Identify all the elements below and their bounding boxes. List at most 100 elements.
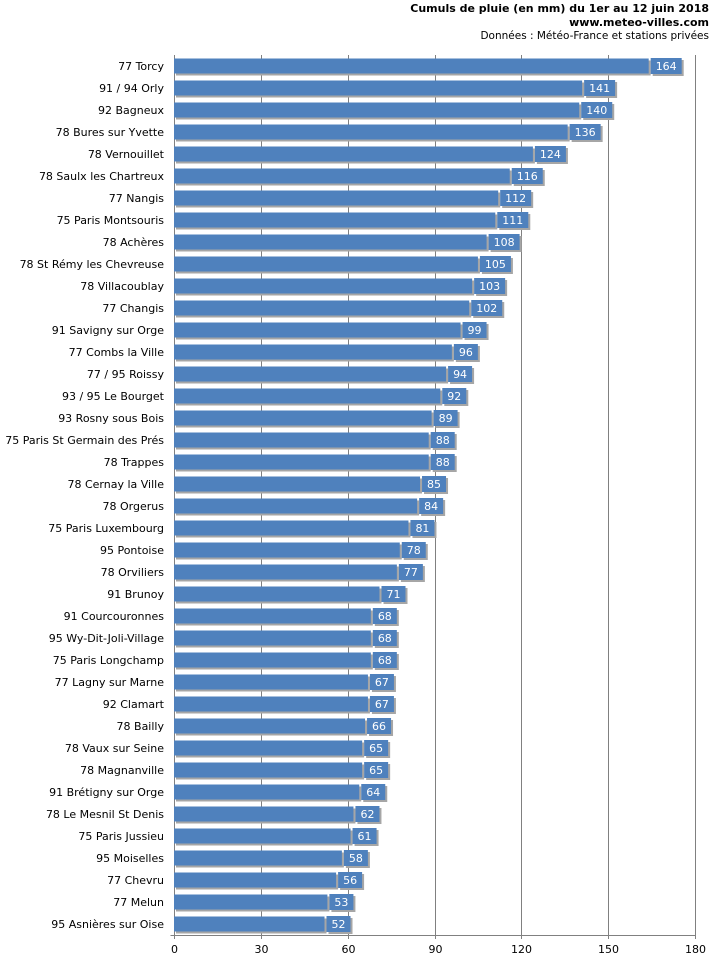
data-label: 96 — [459, 346, 473, 359]
category-label: 78 St Rémy les Chevreuse — [20, 258, 165, 271]
bar — [174, 124, 568, 140]
value-label-box — [355, 806, 380, 822]
data-label: 102 — [476, 302, 497, 315]
bar — [174, 542, 400, 558]
category-label: 75 Paris Jussieu — [78, 830, 164, 843]
bar — [174, 740, 363, 756]
bar — [174, 344, 452, 360]
bar — [174, 916, 325, 932]
x-axis-tick-labels: 0 30 60 90 120 150 180 — [171, 943, 706, 956]
value-label-box — [488, 234, 520, 250]
category-label: 75 Paris Montsouris — [57, 214, 165, 227]
category-label: 78 Le Mesnil St Denis — [46, 808, 164, 821]
bar — [174, 520, 409, 536]
value-label-box — [448, 366, 473, 382]
data-label: 84 — [424, 500, 438, 513]
bar — [174, 322, 461, 338]
value-label-box — [534, 146, 566, 162]
bar — [174, 630, 371, 646]
value-label-box — [361, 784, 386, 800]
value-label-box — [453, 344, 478, 360]
value-label-box — [352, 828, 377, 844]
bar — [174, 410, 432, 426]
value-label-box — [471, 300, 503, 316]
chart-subtitle: www.meteo-villes.com — [569, 16, 709, 29]
value-label-box — [410, 520, 435, 536]
chart-source: Données : Météo-France et stations privé… — [480, 30, 709, 42]
category-label: 92 Bagneux — [98, 104, 164, 117]
data-label: 67 — [375, 698, 389, 711]
category-label: 77 Melun — [113, 896, 164, 909]
data-label: 105 — [485, 258, 506, 271]
data-label: 52 — [332, 918, 346, 931]
data-label: 64 — [366, 786, 380, 799]
value-label-box — [569, 124, 601, 140]
data-label: 68 — [378, 610, 392, 623]
x-tick-label: 120 — [511, 943, 532, 956]
value-label-box — [381, 586, 406, 602]
value-label-box — [326, 916, 351, 932]
bar — [174, 168, 510, 184]
category-label: 77 / 95 Roissy — [87, 368, 165, 381]
value-label-box — [419, 498, 444, 514]
value-label-box — [430, 432, 455, 448]
value-label-box — [338, 872, 363, 888]
category-label: 78 Magnanville — [80, 764, 164, 777]
bar — [174, 586, 380, 602]
category-label: 77 Torcy — [118, 60, 164, 73]
data-label: 124 — [540, 148, 561, 161]
category-label: 78 Vaux sur Seine — [65, 742, 164, 755]
value-label-box — [372, 630, 397, 646]
category-label: 77 Changis — [102, 302, 164, 315]
category-label: 93 / 95 Le Bourget — [62, 390, 165, 403]
value-label-box — [364, 762, 389, 778]
x-tick-label: 0 — [171, 943, 178, 956]
bar — [174, 696, 368, 712]
bar — [174, 278, 473, 294]
data-label: 58 — [349, 852, 363, 865]
data-label: 116 — [517, 170, 538, 183]
bar — [174, 388, 441, 404]
x-tick-label: 90 — [429, 943, 443, 956]
data-label: 71 — [387, 588, 401, 601]
data-label: 99 — [468, 324, 482, 337]
data-label: 85 — [427, 478, 441, 491]
category-label: 78 Villacoublay — [80, 280, 164, 293]
data-label: 53 — [334, 896, 348, 909]
bar — [174, 432, 429, 448]
category-label: 93 Rosny sous Bois — [58, 412, 164, 425]
bar — [174, 608, 371, 624]
data-label: 68 — [378, 654, 392, 667]
data-label: 141 — [589, 82, 610, 95]
data-label: 92 — [447, 390, 461, 403]
value-label-box — [497, 212, 529, 228]
bar — [174, 564, 397, 580]
data-label: 94 — [453, 368, 467, 381]
value-label-box — [500, 190, 532, 206]
value-label-box — [433, 410, 458, 426]
value-label-box — [329, 894, 354, 910]
category-label: 78 Cernay la Ville — [67, 478, 164, 491]
value-label-box — [422, 476, 447, 492]
value-label-box — [584, 80, 616, 96]
data-label: 67 — [375, 676, 389, 689]
grid-lines — [170, 55, 696, 939]
chart-title: Cumuls de pluie (en mm) du 1er au 12 jui… — [410, 2, 709, 15]
value-label-box — [442, 388, 467, 404]
bar — [174, 784, 360, 800]
data-label: 88 — [436, 456, 450, 469]
value-label-box — [462, 322, 487, 338]
category-label: 78 Bailly — [117, 720, 165, 733]
bar — [174, 102, 580, 118]
data-label: 61 — [358, 830, 372, 843]
data-label: 136 — [575, 126, 596, 139]
category-label: 95 Moiselles — [96, 852, 164, 865]
category-label: 78 Trappes — [104, 456, 165, 469]
category-label: 91 Savigny sur Orge — [52, 324, 164, 337]
value-label-box — [581, 102, 613, 118]
bar — [174, 652, 371, 668]
data-label: 88 — [436, 434, 450, 447]
category-label: 77 Lagny sur Marne — [55, 676, 165, 689]
bar — [174, 806, 354, 822]
